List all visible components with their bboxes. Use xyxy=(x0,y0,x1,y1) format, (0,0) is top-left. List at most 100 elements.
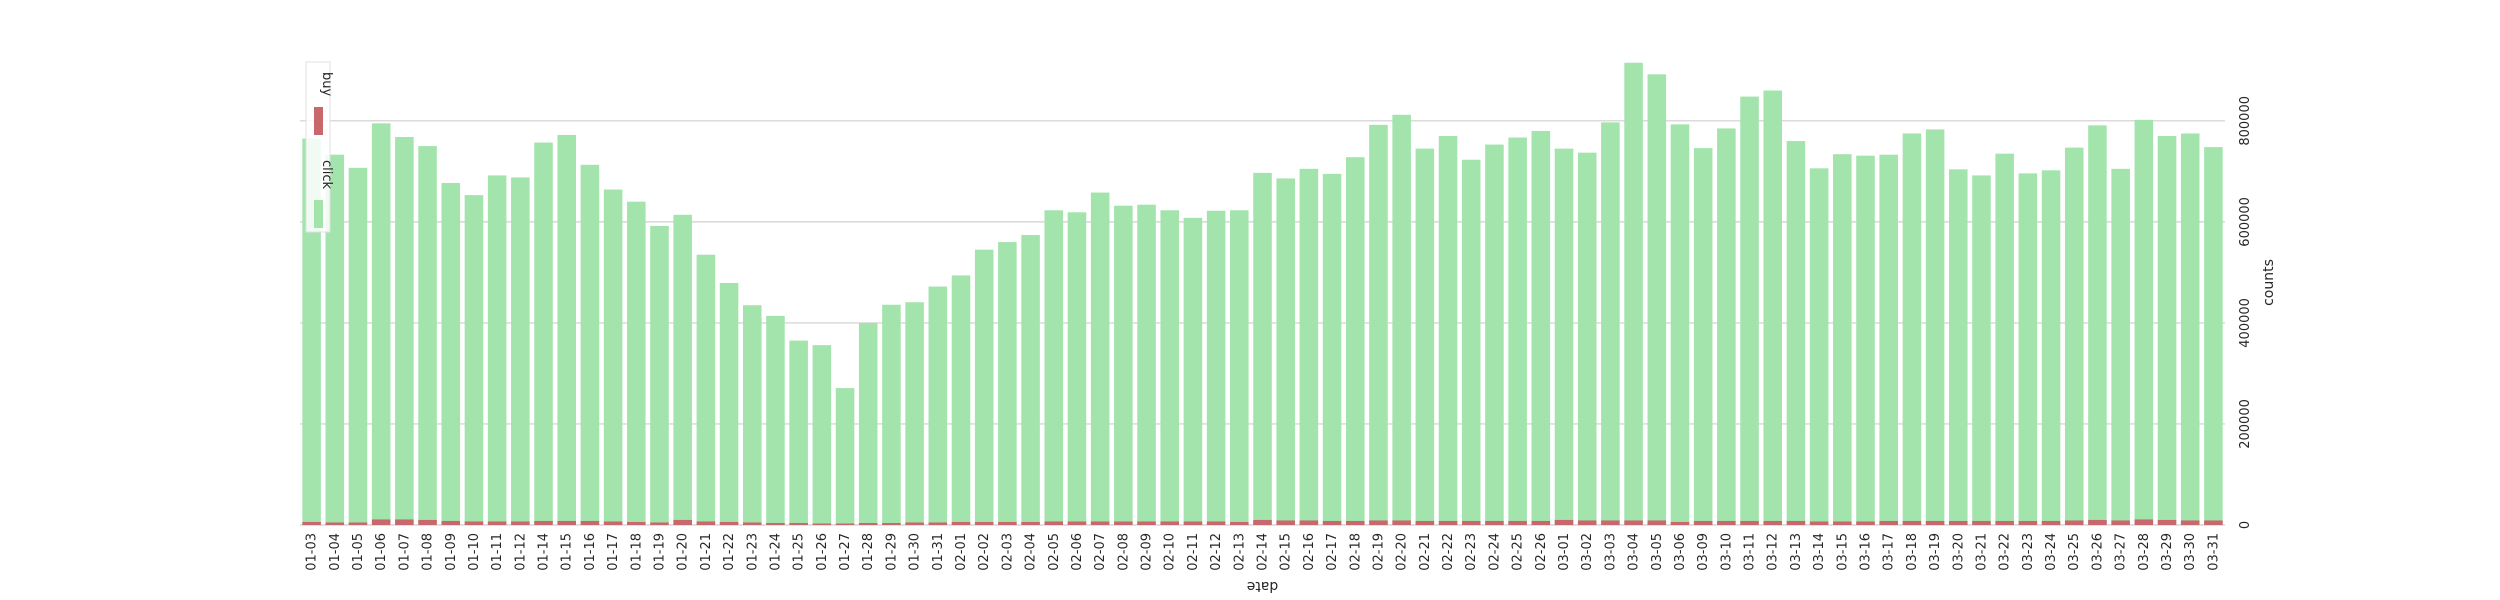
x-tick-label-01-31: 01-31 xyxy=(931,533,946,571)
bar-buy-03-12 xyxy=(1763,520,1783,525)
x-tick-label-02-09: 02-09 xyxy=(1140,533,1155,571)
bar-buy-01-17 xyxy=(603,521,623,525)
x-tick-label-03-29: 03-29 xyxy=(2160,533,2175,571)
bar-click-01-14 xyxy=(534,142,553,525)
x-tick-label-02-22: 02-22 xyxy=(1441,533,1456,571)
bar-buy-03-20 xyxy=(1949,520,1968,525)
bar-click-01-22 xyxy=(719,283,739,525)
x-tick-label-03-21: 03-21 xyxy=(1974,533,1989,571)
bar-click-03-31 xyxy=(2204,147,2223,525)
bar-click-03-20 xyxy=(1949,169,1968,526)
bar-click-02-04 xyxy=(1021,235,1040,525)
x-tick-label-03-04: 03-04 xyxy=(1627,533,1642,571)
x-tick-label-01-23: 01-23 xyxy=(745,533,760,571)
bar-buy-02-23 xyxy=(1461,520,1481,525)
bar-buy-01-08 xyxy=(418,519,437,525)
bar-buy-01-23 xyxy=(742,522,762,525)
x-tick-label-01-26: 01-26 xyxy=(815,533,830,571)
bar-click-01-10 xyxy=(464,195,484,526)
bar-buy-03-04 xyxy=(1624,520,1643,525)
x-tick-label-01-14: 01-14 xyxy=(537,533,552,571)
bar-buy-03-24 xyxy=(2041,520,2061,525)
bar-buy-02-06 xyxy=(1067,521,1087,525)
bar-click-02-06 xyxy=(1067,212,1087,525)
x-tick-label-01-17: 01-17 xyxy=(606,533,621,571)
bar-click-02-22 xyxy=(1438,135,1458,526)
bar-buy-03-29 xyxy=(2157,519,2177,525)
bar-buy-01-25 xyxy=(789,522,808,525)
bar-click-02-13 xyxy=(1230,210,1249,526)
bar-buy-02-22 xyxy=(1438,520,1458,525)
x-tick-label-03-30: 03-30 xyxy=(2183,533,2198,571)
bar-click-03-17 xyxy=(1879,154,1898,525)
bar-click-02-03 xyxy=(998,242,1017,526)
x-tick-label-01-10: 01-10 xyxy=(467,533,482,571)
bar-buy-02-07 xyxy=(1090,521,1110,525)
bar-click-03-09 xyxy=(1693,148,1713,526)
x-tick-label-01-30: 01-30 xyxy=(908,533,923,571)
bar-click-02-15 xyxy=(1276,178,1295,526)
bar-click-02-07 xyxy=(1090,192,1110,525)
x-tick-label-02-02: 02-02 xyxy=(977,533,992,571)
x-tick-label-02-04: 02-04 xyxy=(1024,533,1039,571)
bar-click-01-27 xyxy=(835,388,855,525)
bar-buy-03-25 xyxy=(2064,520,2084,525)
legend-frame xyxy=(305,61,331,233)
bar-buy-01-28 xyxy=(858,522,878,525)
bar-click-01-26 xyxy=(812,345,832,525)
bar-click-01-08 xyxy=(418,146,437,525)
legend-label-buy: buy xyxy=(319,72,334,96)
bar-buy-02-04 xyxy=(1021,521,1040,525)
bar-click-01-20 xyxy=(673,214,692,526)
x-tick-label-03-13: 03-13 xyxy=(1789,533,1804,571)
y-tick-label-800000: 800000 xyxy=(2238,96,2253,146)
x-tick-label-01-04: 01-04 xyxy=(328,533,343,571)
legend-swatch-click xyxy=(314,200,323,228)
x-tick-label-03-31: 03-31 xyxy=(2206,533,2221,571)
bar-buy-03-05 xyxy=(1647,520,1667,525)
bar-click-01-19 xyxy=(650,225,669,525)
bar-buy-03-11 xyxy=(1740,520,1759,525)
bar-click-03-11 xyxy=(1740,96,1759,525)
x-tick-label-02-17: 02-17 xyxy=(1325,533,1340,571)
x-axis-tick-labels: 01-03 01-04 01-05 01-06 01-07 01-08 01-09 01-10… xyxy=(305,533,2222,571)
bar-buy-02-24 xyxy=(1485,520,1504,525)
bar-click-03-24 xyxy=(2041,170,2061,525)
x-tick-label-03-17: 03-17 xyxy=(1882,533,1897,571)
bar-buy-03-15 xyxy=(1833,521,1852,525)
bar-buy-01-04 xyxy=(325,522,345,525)
bar-buy-02-10 xyxy=(1160,521,1180,525)
bar-click-03-26 xyxy=(2088,125,2107,525)
x-tick-label-02-07: 02-07 xyxy=(1093,533,1108,571)
bar-buy-03-27 xyxy=(2111,520,2130,525)
y-tick-label-0: 0 xyxy=(2238,521,2253,529)
bar-click-01-05 xyxy=(348,167,368,526)
x-tick-label-01-07: 01-07 xyxy=(397,533,412,571)
x-tick-label-01-27: 01-27 xyxy=(838,533,853,571)
bar-click-01-09 xyxy=(441,182,461,526)
bar-buy-01-19 xyxy=(650,522,669,525)
bar-click-03-04 xyxy=(1624,62,1643,525)
x-tick-label-01-24: 01-24 xyxy=(768,533,783,571)
bar-buy-03-22 xyxy=(1995,520,2014,525)
bar-click-03-02 xyxy=(1577,152,1597,526)
bar-click-02-05 xyxy=(1044,210,1064,526)
bar-click-02-26 xyxy=(1531,130,1551,525)
x-tick-label-02-01: 02-01 xyxy=(954,533,969,571)
bar-click-01-21 xyxy=(696,254,716,525)
x-tick-label-01-03: 01-03 xyxy=(305,533,320,571)
x-tick-label-01-20: 01-20 xyxy=(676,533,691,571)
bar-buy-02-02 xyxy=(974,521,994,525)
bar-buy-02-08 xyxy=(1114,521,1133,525)
bar-buy-01-07 xyxy=(395,519,414,525)
x-tick-label-03-05: 03-05 xyxy=(1650,533,1665,571)
x-tick-label-02-24: 02-24 xyxy=(1487,533,1502,571)
bar-buy-02-15 xyxy=(1276,520,1295,525)
bar-buy-01-06 xyxy=(371,519,391,525)
x-tick-label-03-09: 03-09 xyxy=(1696,533,1711,571)
x-tick-label-03-22: 03-22 xyxy=(1998,533,2013,571)
x-tick-label-02-21: 02-21 xyxy=(1418,533,1433,571)
x-tick-label-01-11: 01-11 xyxy=(490,533,505,571)
bar-buy-01-18 xyxy=(627,521,646,525)
